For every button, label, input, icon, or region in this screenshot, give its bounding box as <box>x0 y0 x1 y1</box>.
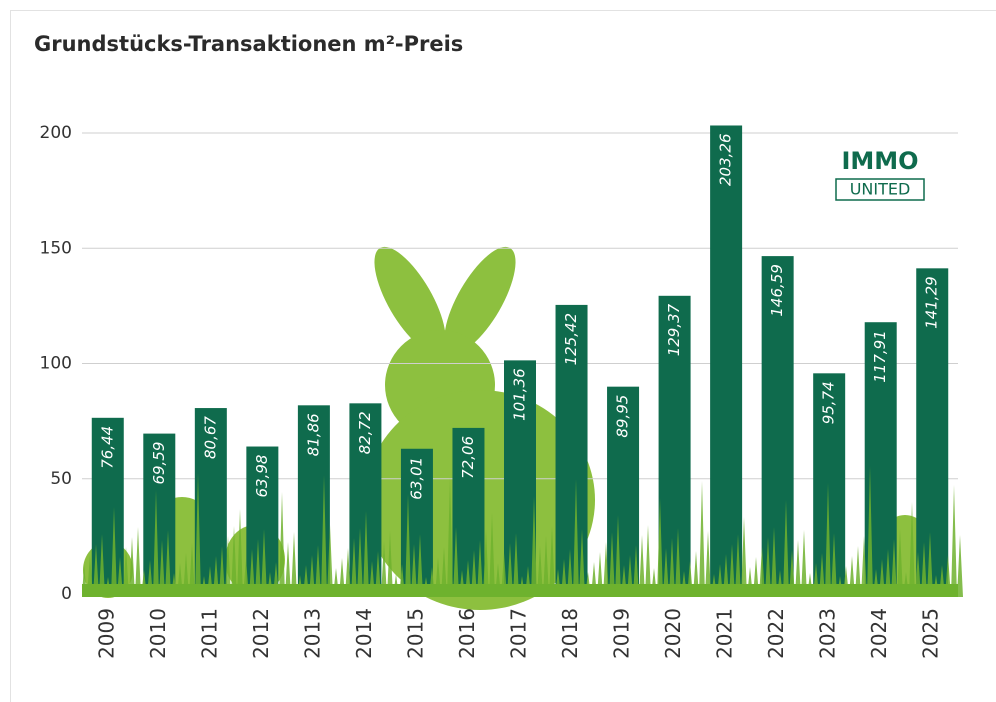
x-tick-label: 2018 <box>558 608 582 659</box>
value-label: 69,59 <box>150 442 168 485</box>
value-label: 129,37 <box>665 303 683 356</box>
x-tick-label: 2017 <box>507 608 531 659</box>
y-tick-label: 100 <box>40 354 72 374</box>
x-tick-label: 2022 <box>764 608 788 659</box>
x-tick-label: 2011 <box>197 608 221 659</box>
value-label: 125,42 <box>562 313 580 366</box>
value-label: 141,29 <box>923 276 941 329</box>
value-label: 76,44 <box>98 426 116 469</box>
x-tick-label: 2014 <box>352 608 376 659</box>
x-tick-label: 2021 <box>713 608 737 659</box>
x-tick-label: 2025 <box>919 608 943 659</box>
x-tick-label: 2020 <box>661 608 685 659</box>
y-tick-label: 0 <box>61 584 72 604</box>
x-tick-label: 2024 <box>867 608 891 659</box>
logo-top: IMMO <box>841 147 918 175</box>
value-label: 117,91 <box>871 330 889 383</box>
value-label: 80,67 <box>201 416 219 459</box>
value-label: 146,59 <box>768 264 786 317</box>
value-label: 63,98 <box>253 455 271 498</box>
value-label: 72,06 <box>459 436 477 479</box>
x-tick-label: 2012 <box>249 608 273 659</box>
chart-title: Grundstücks-Transaktionen m²-Preis <box>34 32 463 56</box>
y-tick-label: 200 <box>40 123 72 143</box>
x-tick-label: 2009 <box>94 608 118 659</box>
x-tick-label: 2015 <box>403 608 427 659</box>
value-label: 95,74 <box>820 381 838 424</box>
x-tick-label: 2016 <box>455 608 479 659</box>
ground <box>82 584 958 597</box>
logo-bottom: UNITED <box>850 180 911 199</box>
value-label: 82,72 <box>356 411 374 454</box>
y-tick-label: 150 <box>40 238 72 258</box>
value-label: 101,36 <box>511 368 529 421</box>
x-tick-label: 2010 <box>146 608 170 659</box>
x-tick-label: 2013 <box>300 608 324 659</box>
x-tick-label: 2023 <box>816 608 840 659</box>
value-label: 63,01 <box>407 457 425 500</box>
y-tick-label: 50 <box>50 469 72 489</box>
value-label: 203,26 <box>717 133 735 186</box>
value-label: 89,95 <box>614 395 632 438</box>
chart: Grundstücks-Transaktionen m²-Preis IMMO … <box>0 0 996 702</box>
value-label: 81,86 <box>304 413 322 456</box>
bar <box>710 125 742 594</box>
x-tick-label: 2019 <box>610 608 634 659</box>
